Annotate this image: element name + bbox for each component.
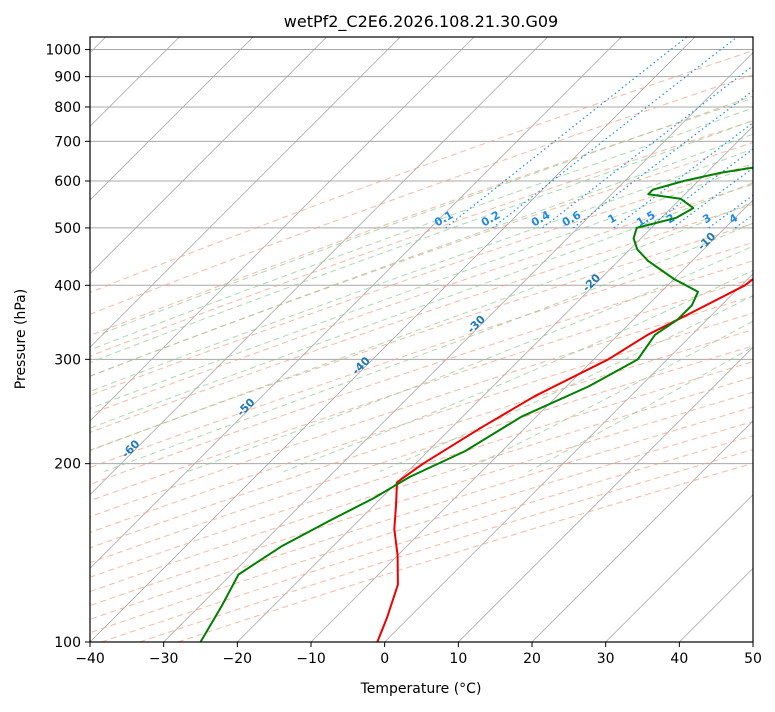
x-tick-label: 30 [597, 651, 615, 667]
y-tick-label: 900 [54, 70, 81, 86]
isotherm-line [753, 37, 775, 642]
moist-adiabat-line [35, 37, 775, 472]
moist-adiabat-line [99, 37, 775, 335]
isotherm-line [0, 37, 474, 642]
moist-adiabat-line [104, 37, 775, 472]
x-tick-label: 20 [523, 651, 541, 667]
mixing-ratio-label: 6 [766, 211, 775, 226]
isotherm-line [458, 37, 775, 642]
y-tick-label: 100 [54, 635, 81, 651]
mixing-ratio-line [672, 37, 775, 228]
isotherm-line [0, 37, 253, 642]
y-tick-label: 1000 [45, 43, 81, 59]
moist-adiabat-line [8, 37, 775, 423]
isotherm-label: -60 [119, 437, 142, 460]
temperature-line [377, 66, 775, 643]
background-lines [0, 37, 775, 642]
mixing-ratio-label: 3 [700, 211, 713, 226]
y-tick-label: 300 [54, 352, 81, 368]
x-tick-label: 40 [670, 651, 688, 667]
x-tick-label: −20 [223, 651, 253, 667]
x-tick-label: 50 [744, 651, 762, 667]
line-labels: 0.10.20.40.611.52346810131620253036-100-… [0, 70, 775, 630]
isotherm-line [164, 37, 769, 642]
isotherm-line [0, 37, 327, 642]
isotherm-line [311, 37, 775, 642]
x-axis-label: Temperature (°C) [360, 681, 482, 697]
y-axis-label: Pressure (hPa) [13, 289, 29, 389]
mixing-ratio-label: 0.1 [432, 208, 455, 229]
y-tick-label: 800 [54, 100, 81, 116]
isotherm-line [606, 37, 775, 642]
x-tick-label: −30 [149, 651, 179, 667]
isotherm-line [679, 37, 775, 642]
isotherm-line [16, 37, 621, 642]
isotherm-label: -70 [4, 479, 27, 502]
mixing-ratio-line [735, 37, 775, 228]
axes: −40 −30 −20 −10 0 10 20 30 40 50 100 200 300 400 500 60… [45, 43, 762, 667]
mixing-ratio-label: 0.4 [529, 208, 553, 229]
mixing-ratio-label: 1 [606, 211, 619, 226]
mixing-ratio-line [573, 37, 775, 228]
isotherm-label: -50 [234, 396, 257, 419]
x-tick-label: −10 [296, 651, 326, 667]
mixing-ratio-line [493, 37, 738, 228]
chart-title: wetPf2_C2E6.2026.108.21.30.G09 [284, 12, 558, 32]
dry-adiabat-line [102, 37, 775, 642]
dry-adiabat-line [178, 37, 775, 642]
y-tick-label: 700 [54, 134, 81, 150]
moist-adiabat-line [0, 37, 775, 472]
x-tick-label: 10 [449, 651, 467, 667]
x-tick-label: −40 [75, 651, 105, 667]
mixing-ratio-line [614, 37, 775, 228]
y-tick-label: 200 [54, 457, 81, 473]
moist-adiabat-line [0, 37, 775, 451]
profile-lines [201, 66, 775, 643]
isotherm-label: -20 [580, 271, 603, 294]
moist-adiabat-line [284, 37, 775, 472]
isotherm-label: -10 [695, 229, 718, 252]
y-tick-label: 600 [54, 174, 81, 190]
plot-frame [90, 37, 753, 642]
isotherm-line [237, 37, 775, 642]
isotherm-line [385, 37, 775, 642]
moist-adiabat-line [462, 37, 775, 472]
y-tick-label: 400 [54, 278, 81, 294]
isotherm-line [532, 37, 775, 642]
y-tick-label: 500 [54, 221, 81, 237]
isotherm-line [0, 37, 400, 642]
dewpoint-line [201, 66, 775, 643]
x-tick-label: 0 [380, 651, 389, 667]
